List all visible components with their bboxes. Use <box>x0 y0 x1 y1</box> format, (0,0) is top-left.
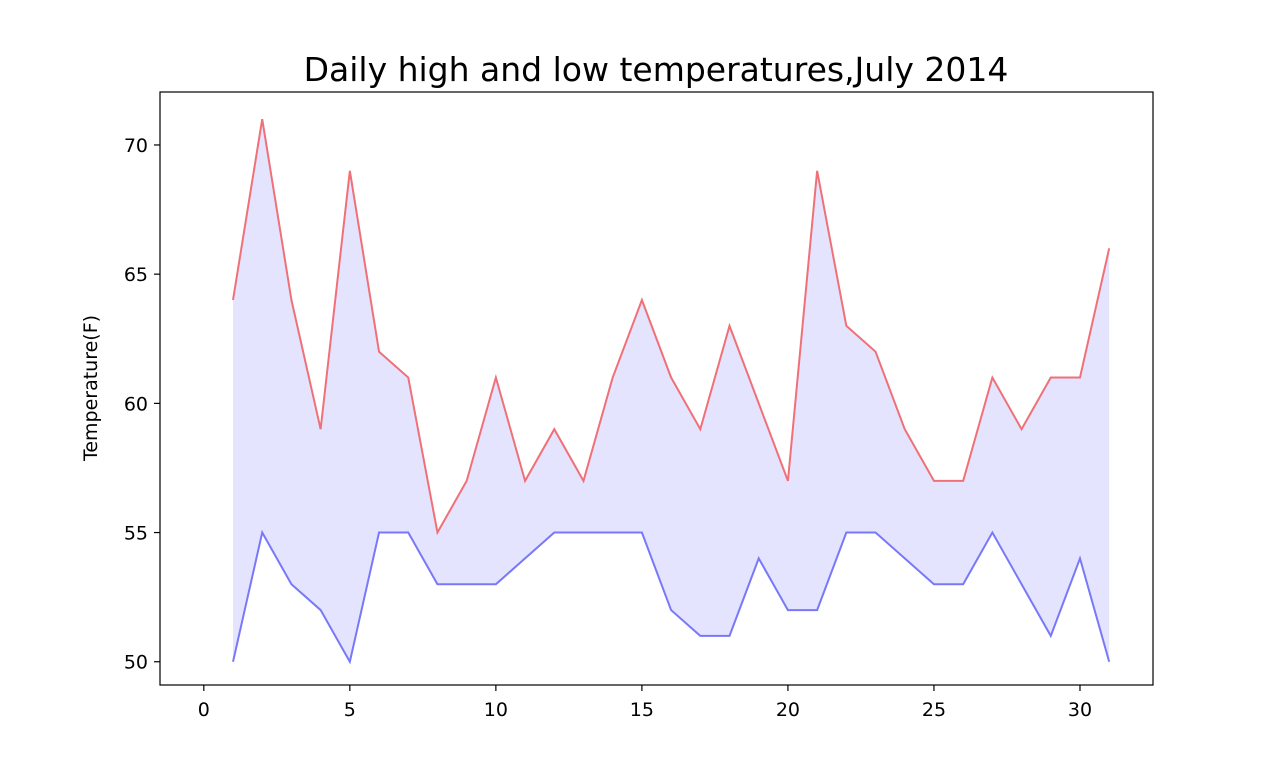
plot-frame <box>159 91 1154 686</box>
y-axis-label: Temperature(F) <box>80 315 102 462</box>
series-line-high <box>232 118 1111 536</box>
y-tick-label: 55 <box>124 523 148 545</box>
y-tick-label: 70 <box>124 135 148 157</box>
x-tick-label: 5 <box>344 699 356 721</box>
y-tick-label: 50 <box>124 652 148 674</box>
plot-area <box>232 118 1111 665</box>
x-tick-label: 30 <box>1068 699 1092 721</box>
x-tick-label: 0 <box>198 699 210 721</box>
series-line-low <box>232 529 1111 665</box>
x-tick-label: 20 <box>776 699 800 721</box>
x-tick-label: 10 <box>484 699 508 721</box>
fill-between-area <box>233 119 1110 662</box>
axes: 0 5 10 15 20 25 30 50 55 60 65 70 <box>124 91 1154 721</box>
x-tick-label: 15 <box>630 699 654 721</box>
chart-title: Daily high and low temperatures,July 201… <box>304 50 1009 89</box>
y-tick-label: 60 <box>124 393 148 415</box>
x-tick-label: 25 <box>922 699 946 721</box>
y-tick-label: 65 <box>124 264 148 286</box>
